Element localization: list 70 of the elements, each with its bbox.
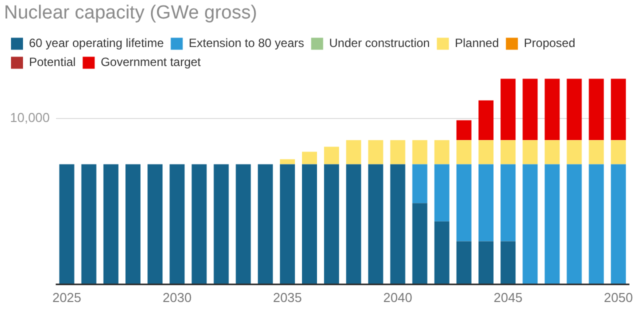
bar bbox=[478, 241, 494, 284]
bar bbox=[412, 203, 428, 284]
bar bbox=[566, 140, 582, 164]
bar bbox=[478, 140, 494, 164]
bar bbox=[170, 164, 185, 284]
bar bbox=[588, 78, 604, 140]
bar bbox=[390, 140, 406, 164]
bar bbox=[500, 78, 516, 140]
bar bbox=[368, 164, 384, 284]
bar bbox=[59, 164, 74, 284]
bar bbox=[346, 164, 362, 284]
bar bbox=[456, 120, 472, 140]
x-tick-label: 2030 bbox=[162, 290, 192, 305]
legend-label: Extension to 80 years bbox=[188, 36, 304, 50]
bar bbox=[610, 78, 626, 140]
bar bbox=[544, 78, 560, 140]
bar bbox=[302, 152, 317, 164]
y-tick-label: 10,000 bbox=[10, 110, 50, 126]
x-tick-label: 2045 bbox=[494, 290, 523, 305]
bar bbox=[324, 164, 340, 284]
legend-label: Potential bbox=[29, 55, 76, 70]
bar bbox=[544, 164, 560, 284]
bar bbox=[456, 140, 472, 164]
legend-label: Planned bbox=[454, 36, 499, 50]
bar bbox=[412, 164, 428, 204]
bar bbox=[280, 164, 295, 284]
bar bbox=[522, 78, 538, 140]
legend-label: Proposed bbox=[524, 36, 576, 50]
bar bbox=[81, 164, 96, 284]
bar bbox=[434, 140, 450, 164]
bar bbox=[456, 241, 472, 284]
bar bbox=[478, 164, 494, 242]
bar bbox=[588, 140, 604, 164]
bar bbox=[588, 164, 604, 284]
x-tick-label: 2025 bbox=[52, 290, 82, 305]
legend-label: Under construction bbox=[329, 36, 430, 50]
bar bbox=[500, 241, 516, 284]
bar bbox=[610, 164, 626, 284]
bar bbox=[368, 140, 384, 164]
bar bbox=[566, 78, 582, 140]
bar bbox=[500, 140, 516, 164]
bar bbox=[148, 164, 163, 284]
legend-label: Government target bbox=[100, 55, 202, 70]
x-tick-label: 2040 bbox=[383, 290, 412, 305]
legend-label: 60 year operating lifetime bbox=[29, 36, 164, 50]
bar bbox=[192, 164, 207, 284]
bar bbox=[324, 146, 340, 164]
bar bbox=[214, 164, 229, 284]
bar bbox=[390, 164, 406, 284]
bar bbox=[412, 140, 428, 164]
bar bbox=[236, 164, 251, 284]
bar bbox=[566, 164, 582, 284]
bar bbox=[544, 140, 560, 164]
bar bbox=[346, 140, 362, 164]
bar bbox=[478, 100, 494, 140]
bar bbox=[610, 140, 626, 164]
bar bbox=[434, 221, 450, 284]
bar bbox=[302, 164, 317, 284]
x-tick-label: 2050 bbox=[604, 290, 633, 305]
bar bbox=[500, 164, 516, 242]
bar bbox=[522, 164, 538, 284]
bar bbox=[103, 164, 118, 284]
bar bbox=[456, 164, 472, 242]
bar bbox=[280, 159, 295, 164]
x-tick-label: 2035 bbox=[272, 290, 302, 305]
bar bbox=[125, 164, 140, 284]
chart-title: Nuclear capacity (GWe gross) bbox=[4, 2, 258, 24]
bar bbox=[434, 164, 450, 222]
bar bbox=[258, 164, 273, 284]
bar bbox=[522, 140, 538, 164]
